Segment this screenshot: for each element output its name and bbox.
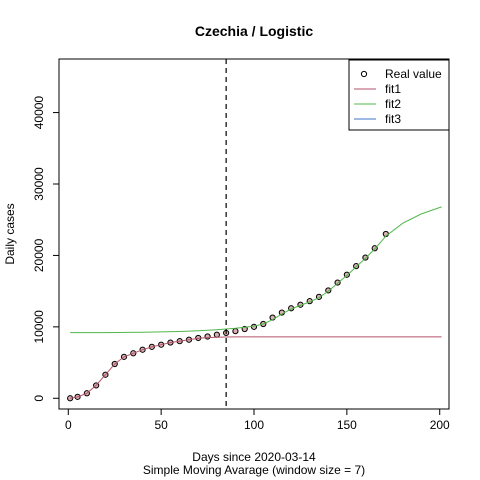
legend-label: Real value — [385, 67, 442, 81]
y-tick-label: 30000 — [32, 167, 46, 201]
y-tick-label: 20000 — [32, 238, 46, 272]
x-tick-label: 50 — [154, 418, 168, 432]
series-line-fit2 — [70, 206, 442, 334]
data-point — [204, 333, 211, 340]
x-tick-label: 150 — [337, 418, 357, 432]
legend-marker — [360, 70, 368, 78]
x-axis-subtitle: Simple Moving Avarage (window size = 7) — [143, 463, 365, 477]
x-tick-label: 100 — [244, 418, 264, 432]
y-tick-label: 40000 — [32, 96, 46, 130]
data-point — [213, 331, 220, 338]
chart-title: Czechia / Logistic — [195, 23, 313, 39]
legend-label: fit2 — [385, 97, 401, 111]
y-axis-label: Daily cases — [3, 203, 17, 264]
data-point — [232, 328, 239, 335]
y-tick-label: 0 — [32, 395, 46, 402]
series-line-fit1 — [70, 336, 442, 399]
y-axis: 0 10000 20000 30000 40000 — [32, 96, 59, 402]
x-tick-label: 0 — [65, 418, 72, 432]
y-tick-label: 10000 — [32, 310, 46, 344]
x-axis: 0 50 100 150 200 — [65, 409, 450, 432]
x-axis-label: Days since 2020-03-14 — [192, 450, 316, 464]
data-point — [250, 323, 258, 330]
legend-label: fit3 — [385, 112, 401, 126]
legend-label: fit1 — [385, 82, 401, 96]
series-layer — [67, 206, 442, 402]
x-tick-label: 200 — [430, 418, 450, 432]
